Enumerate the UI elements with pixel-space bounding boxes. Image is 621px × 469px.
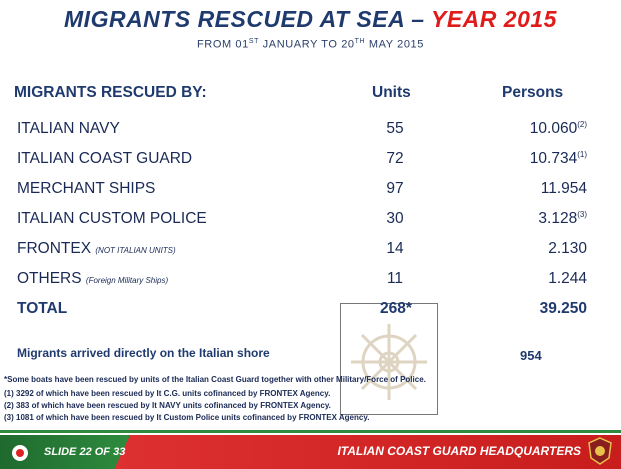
footer-bar: SLIDE 22 OF 33 ITALIAN COAST GUARD HEADQ… <box>0 430 621 469</box>
page-subtitle: FROM 01ST JANUARY TO 20TH MAY 2015 <box>0 38 621 51</box>
row-persons-value: 3.128 <box>538 210 578 228</box>
row-persons: 11.954 <box>497 180 587 198</box>
subtitle-end: MAY 2015 <box>365 38 424 51</box>
row-label: FRONTEX (NOT ITALIAN UNITS) <box>17 240 176 258</box>
slide-counter: SLIDE 22 OF 33 <box>44 446 126 458</box>
row-label-text: FRONTEX <box>17 240 92 257</box>
table-row: FRONTEX (NOT ITALIAN UNITS) 14 2.130 <box>0 240 621 262</box>
shore-label: Migrants arrived directly on the Italian… <box>17 346 270 360</box>
total-row: TOTAL 268* 39.250 <box>0 300 621 322</box>
footer-stripe-white <box>0 433 621 435</box>
table-row: MERCHANT SHIPS 97 11.954 <box>0 180 621 202</box>
row-persons: 10.060(2) <box>497 120 587 138</box>
table-row: ITALIAN NAVY 55 10.060(2) <box>0 120 621 142</box>
row-label-text: MERCHANT SHIPS <box>17 180 156 197</box>
row-label: MERCHANT SHIPS <box>17 180 155 198</box>
row-footnote-ref: (2) <box>577 120 587 129</box>
total-label: TOTAL <box>17 300 68 317</box>
row-label-text: OTHERS <box>17 270 82 287</box>
row-persons: 10.734(1) <box>497 150 587 168</box>
row-units: 72 <box>386 150 404 167</box>
title-year: YEAR 2015 <box>431 6 557 32</box>
row-note: (NOT ITALIAN UNITS) <box>95 246 176 255</box>
header-persons: Persons <box>502 84 564 101</box>
row-persons-value: 2.130 <box>548 240 587 257</box>
table-row: ITALIAN COAST GUARD 72 10.734(1) <box>0 150 621 172</box>
footnote-main: *Some boats have been rescued by units o… <box>4 375 426 384</box>
header-rescued-by: MIGRANTS RESCUED BY: <box>14 84 207 101</box>
page-title: MIGRANTS RESCUED AT SEA – YEAR 2015 <box>0 6 621 33</box>
footer-stripe-green <box>0 430 621 433</box>
table-row: ITALIAN CUSTOM POLICE 30 3.128(3) <box>0 210 621 232</box>
footnote-3: (3) 1081 of which have been rescued by I… <box>4 413 370 422</box>
lifebuoy-icon <box>12 445 28 461</box>
row-units: 55 <box>386 120 404 137</box>
row-label: ITALIAN COAST GUARD <box>17 150 192 168</box>
row-label-text: ITALIAN CUSTOM POLICE <box>17 210 207 227</box>
row-label: OTHERS (Foreign Military Ships) <box>17 270 168 288</box>
row-persons-value: 11.954 <box>540 180 587 197</box>
table-row: OTHERS (Foreign Military Ships) 11 1.244 <box>0 270 621 292</box>
row-units: 14 <box>386 240 404 257</box>
ship-wheel-graphic <box>351 324 427 400</box>
row-units: 97 <box>386 180 404 197</box>
ship-wheel-icon <box>340 303 438 415</box>
title-main: MIGRANTS RESCUED AT SEA – <box>64 6 431 32</box>
subtitle-sup-th: TH <box>354 38 366 45</box>
row-footnote-ref: (1) <box>577 150 587 159</box>
footnote-1: (1) 3292 of which have been rescued by I… <box>4 389 331 398</box>
row-label: ITALIAN CUSTOM POLICE <box>17 210 207 228</box>
row-persons: 3.128(3) <box>497 210 587 228</box>
row-persons-value: 10.060 <box>529 120 578 138</box>
subtitle-mid: JANUARY TO 20 <box>259 38 355 51</box>
footnote-2: (2) 383 of which have been rescued by It… <box>4 401 331 410</box>
row-footnote-ref: (3) <box>577 210 587 219</box>
row-label: ITALIAN NAVY <box>17 120 120 138</box>
row-units: 30 <box>386 210 404 227</box>
footer-hq-label: ITALIAN COAST GUARD HEADQUARTERS <box>337 444 581 458</box>
total-persons: 39.250 <box>539 300 587 317</box>
header-units: Units <box>372 84 411 101</box>
row-units: 11 <box>386 270 404 287</box>
row-label-text: ITALIAN COAST GUARD <box>17 150 193 167</box>
row-persons-value: 1.244 <box>548 270 587 287</box>
shore-value: 954 <box>520 348 542 363</box>
total-units: 268* <box>380 300 412 317</box>
row-persons: 1.244 <box>497 270 587 288</box>
row-label-text: ITALIAN NAVY <box>17 120 120 137</box>
coast-guard-emblem-icon <box>588 437 612 465</box>
subtitle-sup-st: ST <box>248 38 260 45</box>
row-persons-value: 10.734 <box>529 150 578 168</box>
row-persons: 2.130 <box>497 240 587 258</box>
subtitle-from: FROM 01 <box>196 38 249 51</box>
row-note: (Foreign Military Ships) <box>85 276 169 285</box>
